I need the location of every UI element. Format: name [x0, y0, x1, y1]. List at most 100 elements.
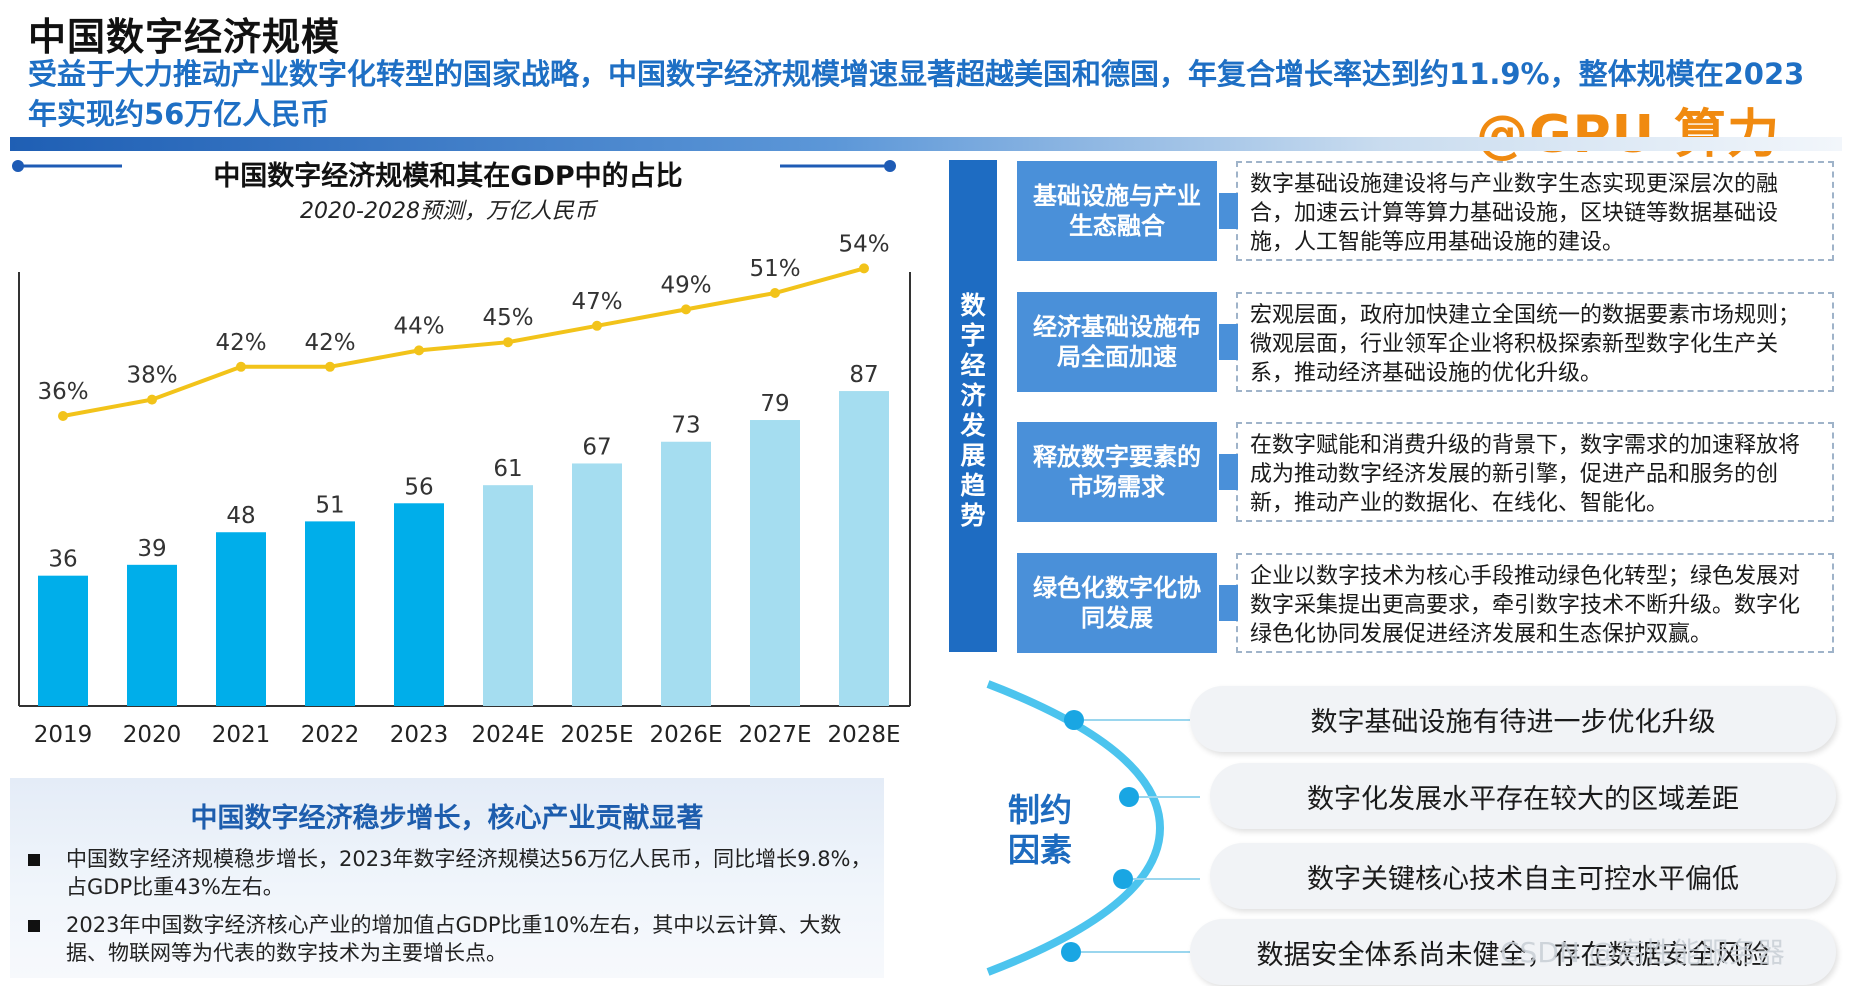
gdp-share-label: 36% [37, 379, 88, 405]
constraints-label: 制约因素 [1007, 791, 1072, 869]
gdp-share-label: 54% [838, 231, 889, 257]
bar-value-label: 79 [760, 391, 789, 417]
bar-2021 [216, 532, 266, 706]
summary-bullet-text: 中国数字经济规模稳步增长，2023年数字经济规模达56万亿人民币，同比增长9.8… [66, 847, 872, 899]
gdp-share-point [592, 320, 602, 331]
bar-value-label: 39 [137, 536, 166, 562]
bar-value-label: 51 [315, 492, 344, 518]
x-tick-label: 2023 [390, 722, 449, 748]
summary-bullet-1: 中国数字经济规模稳步增长，2023年数字经济规模达56万亿人民币，同比增长9.8… [28, 845, 872, 905]
constraint-dot [1119, 787, 1139, 807]
bar-value-label: 36 [48, 547, 77, 573]
trend-head-2: 经济基础设施布局全面加速 [1017, 292, 1217, 392]
gdp-share-point [770, 288, 780, 298]
trend-desc-4: 企业以数字技术为核心手段推动绿色化转型；绿色发展对数字采集提出更高要求，牵引数字… [1219, 553, 1834, 653]
trend-desc-text: 企业以数字技术为核心手段推动绿色化转型；绿色发展对数字采集提出更高要求，牵引数字… [1250, 564, 1801, 647]
gdp-share-point [859, 263, 869, 274]
gdp-share-point [236, 361, 246, 372]
constraint-dot [1064, 710, 1084, 730]
summary-title: 中国数字经济稳步增长，核心产业贡献显著 [190, 803, 704, 834]
gdp-share-label: 42% [304, 330, 355, 356]
bar-value-label: 61 [493, 456, 522, 482]
bar-value-label: 67 [582, 434, 611, 460]
bar-2019 [38, 575, 88, 706]
bar-2025E [572, 463, 622, 706]
trend-connector [1219, 454, 1238, 490]
summary-box: 中国数字经济稳步增长，核心产业贡献显著 中国数字经济规模稳步增长，2023年数字… [10, 778, 884, 978]
digital-economy-chart: 中国数字经济规模和其在GDP中的占比 2020-2028预测，万亿人民币 36 3… [12, 160, 911, 748]
trend-head-3: 释放数字要素的市场需求 [1017, 422, 1217, 522]
x-tick-label: 2028E [827, 722, 900, 748]
x-tick-label: 2025E [560, 722, 633, 748]
watermark: @GPU 算力 [1476, 105, 1781, 165]
gdp-share-point [325, 361, 335, 372]
gdp-share-label: 49% [660, 272, 711, 298]
trend-head-text: 基础设施与产业生态融合 [1033, 182, 1201, 240]
trend-head-text: 经济基础设施布局全面加速 [1033, 313, 1201, 371]
trends-label-char: 发 [960, 411, 986, 440]
bar-2028E [839, 391, 889, 706]
x-tick-label: 2026E [649, 722, 722, 748]
bar-2024E [483, 485, 533, 706]
trend-desc-1: 数字基础设施建设将与产业数字生态实现更深层次的融合，加速云计算等算力基础设施，区… [1219, 161, 1834, 261]
x-tick-label: 2027E [738, 722, 811, 748]
gdp-share-group: 36% 38% 42% 42% 44% 45% 47% 49% 51% 54% [37, 231, 890, 421]
constraints-arc [986, 680, 1200, 976]
x-tick-label: 2021 [212, 722, 271, 748]
trends-label-bar: 数 字 经 济 发 展 趋 势 [949, 160, 997, 652]
gdp-share-label: 38% [126, 363, 177, 389]
page-title: 中国数字经济规模 [28, 15, 341, 59]
gdp-share-point [147, 394, 157, 405]
bar-2026E [661, 441, 711, 706]
title-deco-left-dot [12, 160, 24, 172]
chart-subtitle: 2020-2028预测，万亿人民币 [300, 199, 599, 224]
trend-connector [1219, 585, 1238, 621]
csdn-watermark: CSDN @高性能服务器 [1500, 936, 1785, 969]
trends-label-char: 经 [960, 351, 986, 380]
trend-head-text: 绿色化数字化协同发展 [1033, 574, 1201, 632]
trend-desc-text: 数字基础设施建设将与产业数字生态实现更深层次的融合，加速云计算等算力基础设施，区… [1250, 172, 1779, 255]
bar-2023 [394, 503, 444, 706]
x-tick-label: 2024E [471, 722, 544, 748]
constraint-item-4: 数据安全体系尚未健全，存在数据安全风险 [1190, 919, 1836, 985]
x-tick-label: 2020 [123, 722, 182, 748]
constraint-item-1: 数字基础设施有待进一步优化升级 [1190, 686, 1836, 752]
constraint-dot [1061, 942, 1081, 962]
bar-2027E [750, 420, 800, 706]
constraint-item-3: 数字关键核心技术自主可控水平偏低 [1210, 843, 1836, 909]
bar-value-label: 48 [226, 503, 255, 529]
trend-connector [1219, 193, 1238, 229]
gdp-share-point [414, 345, 424, 356]
trend-connector [1219, 324, 1238, 360]
gdp-share-label: 44% [393, 313, 444, 339]
bar-value-label: 87 [849, 362, 878, 388]
chart-title: 中国数字经济规模和其在GDP中的占比 [213, 160, 682, 192]
bar-2020 [127, 564, 177, 706]
trend-head-4: 绿色化数字化协同发展 [1017, 553, 1217, 653]
gdp-share-label: 51% [749, 256, 800, 282]
bullet-square-icon [28, 920, 40, 932]
gdp-share-label: 47% [571, 289, 622, 315]
trends-label-char: 趋 [960, 471, 986, 500]
gdp-share-point [503, 337, 513, 348]
trends-label-char: 字 [960, 321, 986, 350]
constraint-dot [1113, 869, 1133, 889]
bar-value-label: 56 [404, 474, 433, 500]
gdp-share-label: 42% [215, 330, 266, 356]
constraint-item-2: 数字化发展水平存在较大的区域差距 [1210, 763, 1836, 829]
trend-desc-text: 宏观层面，政府加快建立全国统一的数据要素市场规则；微观层面，行业领军企业将积极探… [1250, 303, 1801, 386]
bar-value-label: 73 [671, 413, 700, 439]
trends-label-char: 势 [960, 501, 986, 530]
gdp-share-point [681, 304, 691, 315]
trends-label-char: 展 [960, 441, 986, 470]
header-divider [10, 137, 1842, 151]
gdp-share-line [62, 266, 865, 418]
gdp-share-point [58, 411, 68, 421]
summary-bullet-2: 2023年中国数字经济核心产业的增加值占GDP比重10%左右，其中以云计算、大数… [28, 911, 868, 971]
summary-bullet-text: 2023年中国数字经济核心产业的增加值占GDP比重10%左右，其中以云计算、大数… [66, 913, 842, 965]
x-axis-ticks: 2019 2020 2021 2022 2023 2024E 2025E 2026E 2027E… [34, 722, 901, 748]
bullet-square-icon [28, 854, 40, 866]
x-tick-label: 2019 [34, 722, 93, 748]
trend-desc-text: 在数字赋能和消费升级的背景下，数字需求的加速释放将成为推动数字经济发展的新引擎，… [1250, 433, 1801, 516]
page-subtitle: 受益于大力推动产业数字化转型的国家战略，中国数字经济规模增速显著超越美国和德国，… [28, 57, 1805, 131]
